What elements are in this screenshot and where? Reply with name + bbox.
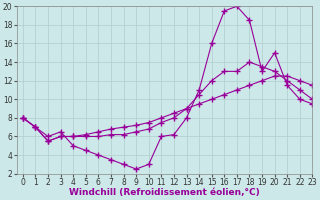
X-axis label: Windchill (Refroidissement éolien,°C): Windchill (Refroidissement éolien,°C) (69, 188, 260, 197)
